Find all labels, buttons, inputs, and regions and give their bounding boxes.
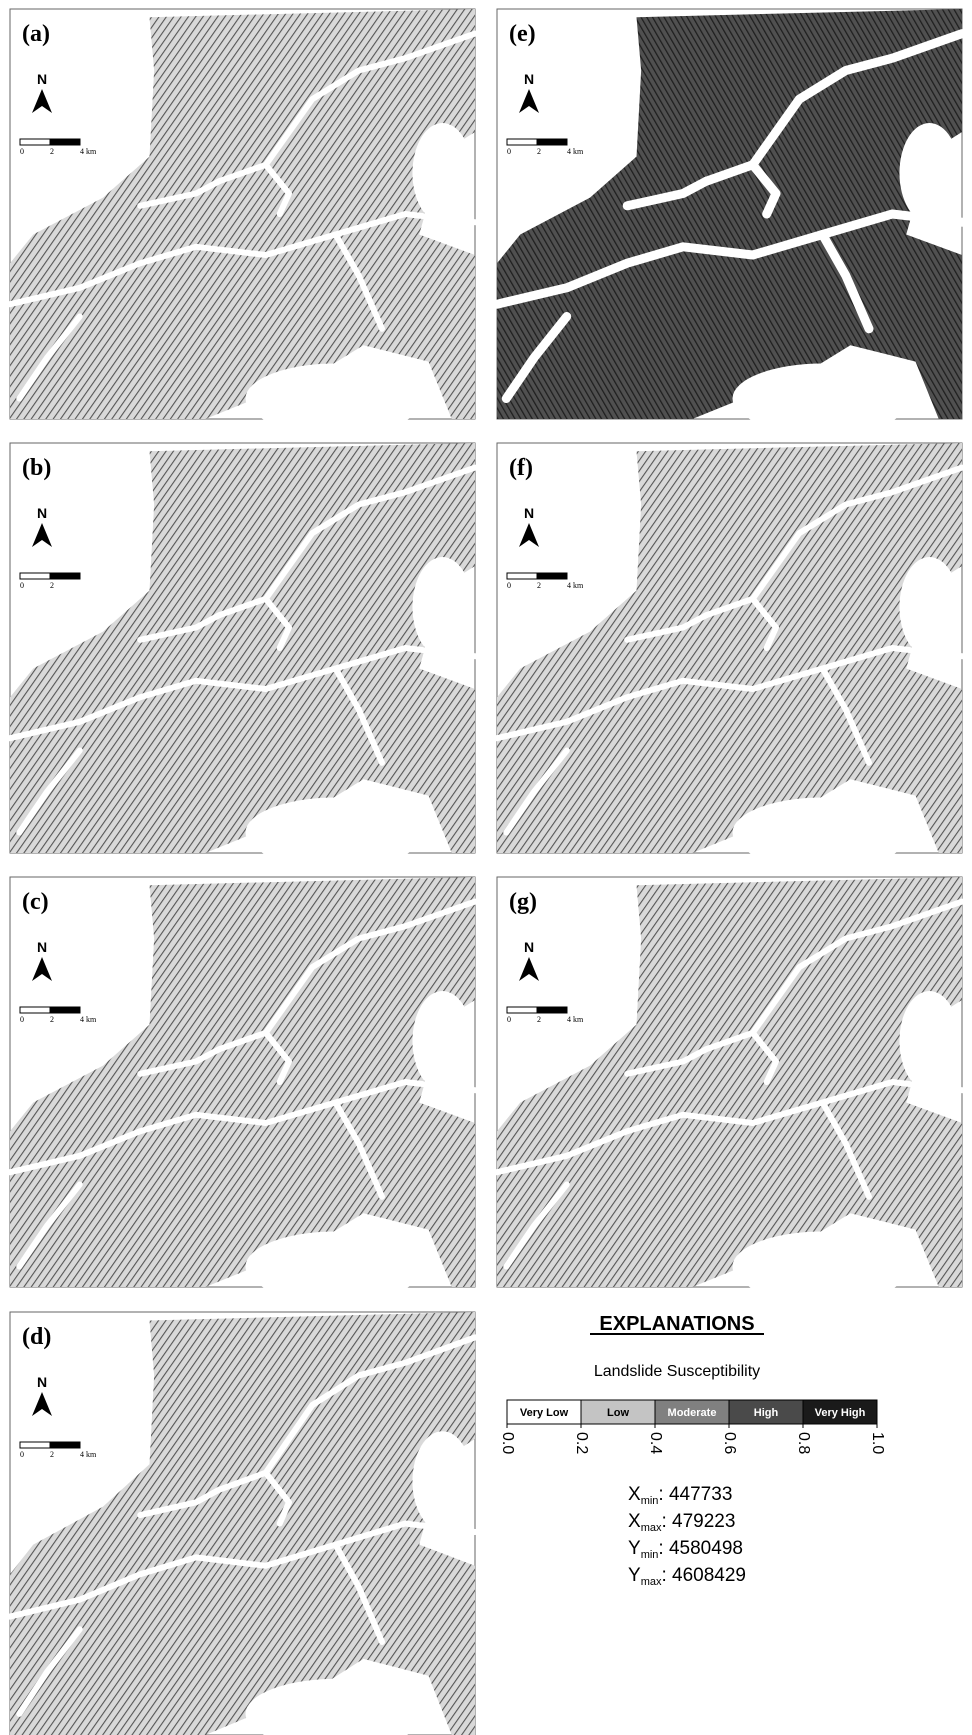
flat-area [733, 364, 913, 434]
extent-value: : 4608429 [661, 1565, 746, 1586]
scale-bar-white [507, 573, 537, 579]
panel-label: (a) [22, 21, 50, 47]
legend-class: Very Low [520, 1407, 569, 1419]
scale-label: 0 [20, 147, 24, 156]
scale-label: 2 [50, 581, 54, 590]
scale-label: 4 km [80, 147, 97, 156]
flat-area [246, 364, 426, 434]
scale-bar-black [537, 1007, 567, 1013]
legend-tick-label: 0.6 [721, 1432, 738, 1454]
panel-label: (e) [509, 21, 536, 47]
scale-label: 4 km [80, 1015, 97, 1024]
north-label: N [524, 505, 534, 521]
extent-value: : 4580498 [658, 1538, 743, 1559]
legend-tick-label: 0.2 [573, 1432, 590, 1454]
flat-area [412, 1431, 472, 1531]
extent-sub: min [641, 1495, 659, 1507]
legend-class: High [754, 1407, 779, 1419]
legend-title: EXPLANATIONS [599, 1313, 754, 1335]
extent-sub: min [641, 1549, 659, 1561]
flat-area [246, 798, 426, 868]
scale-bar-white [20, 1007, 50, 1013]
scale-label: 2 [50, 147, 54, 156]
legend-class: Very High [815, 1407, 866, 1419]
scale-label: 0 [20, 1450, 24, 1459]
north-label: N [37, 505, 47, 521]
flat-area [246, 1232, 426, 1302]
north-label: N [524, 939, 534, 955]
legend-tick-label: 1.0 [869, 1432, 886, 1454]
panel-label: (c) [22, 889, 49, 915]
legend: EXPLANATIONS Landslide Susceptibility Very… [499, 1313, 886, 1588]
flat-area [899, 123, 959, 223]
flat-area [733, 798, 913, 868]
scale-label: 0 [507, 147, 511, 156]
scale-label: 0 [507, 1015, 511, 1024]
panel-label: (b) [22, 455, 51, 481]
scale-bar-black [50, 573, 80, 579]
scale-bar-white [20, 573, 50, 579]
extent-value: : 479223 [661, 1511, 735, 1532]
scale-bar-white [20, 1442, 50, 1448]
extent-line: Ymax: 4608429 [628, 1565, 746, 1588]
scale-bar-black [50, 139, 80, 145]
extent-var: X [628, 1511, 641, 1532]
extent-value: : 447733 [658, 1484, 732, 1505]
legend-class: Low [607, 1407, 629, 1419]
north-label: N [524, 71, 534, 87]
flat-area [412, 557, 472, 657]
extent-var: Y [628, 1538, 641, 1559]
scale-label: 2 [537, 1015, 541, 1024]
legend-tick-label: 0.4 [647, 1432, 664, 1454]
flat-area [412, 123, 472, 223]
flat-area [412, 991, 472, 1091]
extent-line: Xmin: 447733 [628, 1484, 732, 1507]
scale-bar-white [507, 1007, 537, 1013]
scale-bar-black [537, 139, 567, 145]
flat-area [899, 557, 959, 657]
scale-bar-black [537, 573, 567, 579]
flat-area [899, 991, 959, 1091]
scale-label: 0 [20, 581, 24, 590]
map-panel: (e) N 0 2 4 km [497, 9, 962, 434]
legend-subtitle: Landslide Susceptibility [594, 1363, 760, 1380]
scale-label: 4 km [567, 581, 584, 590]
north-label: N [37, 71, 47, 87]
scale-label: 0 [507, 581, 511, 590]
scale-label: 4 km [567, 147, 584, 156]
north-label: N [37, 939, 47, 955]
extent-var: Y [628, 1565, 641, 1586]
map-panel: (f) N 0 2 4 km [497, 443, 962, 868]
map-panel: (d) N 0 2 4 km [10, 1312, 475, 1735]
extent-line: Xmax: 479223 [628, 1511, 735, 1534]
scale-label: 2 [50, 1015, 54, 1024]
scale-label: 0 [20, 1015, 24, 1024]
extent-sub: max [641, 1522, 662, 1534]
extent-var: X [628, 1484, 641, 1505]
legend-tick-label: 0.8 [795, 1432, 812, 1454]
flat-area [733, 1232, 913, 1302]
scale-bar-white [20, 139, 50, 145]
map-panel: (c) N 0 2 4 km [10, 877, 475, 1302]
scale-label: 4 km [567, 1015, 584, 1024]
north-label: N [37, 1374, 47, 1390]
panel-label: (d) [22, 1324, 51, 1350]
scale-label: 2 [50, 1450, 54, 1459]
legend-class: Moderate [668, 1407, 717, 1419]
scale-bar-white [507, 139, 537, 145]
legend-tick-label: 0.0 [499, 1432, 516, 1454]
extent-line: Ymin: 4580498 [628, 1538, 743, 1561]
extent-sub: max [641, 1576, 662, 1588]
map-panel: (b) N 0 2 [10, 443, 475, 868]
scale-label: 2 [537, 147, 541, 156]
panel-label: (g) [509, 889, 537, 915]
scale-label: 2 [537, 581, 541, 590]
scale-label: 4 km [80, 1450, 97, 1459]
scale-bar-black [50, 1007, 80, 1013]
scale-bar-black [50, 1442, 80, 1448]
panel-label: (f) [509, 455, 533, 481]
map-panel: (a) N 0 2 4 km [10, 9, 475, 434]
map-panel: (g) N 0 2 4 km [497, 877, 962, 1302]
figure: (a) N 0 2 4 km (b) N 0 2 (c) N 0 2 4 km (d) N 0 2 4 km (e) N… [0, 0, 972, 1735]
